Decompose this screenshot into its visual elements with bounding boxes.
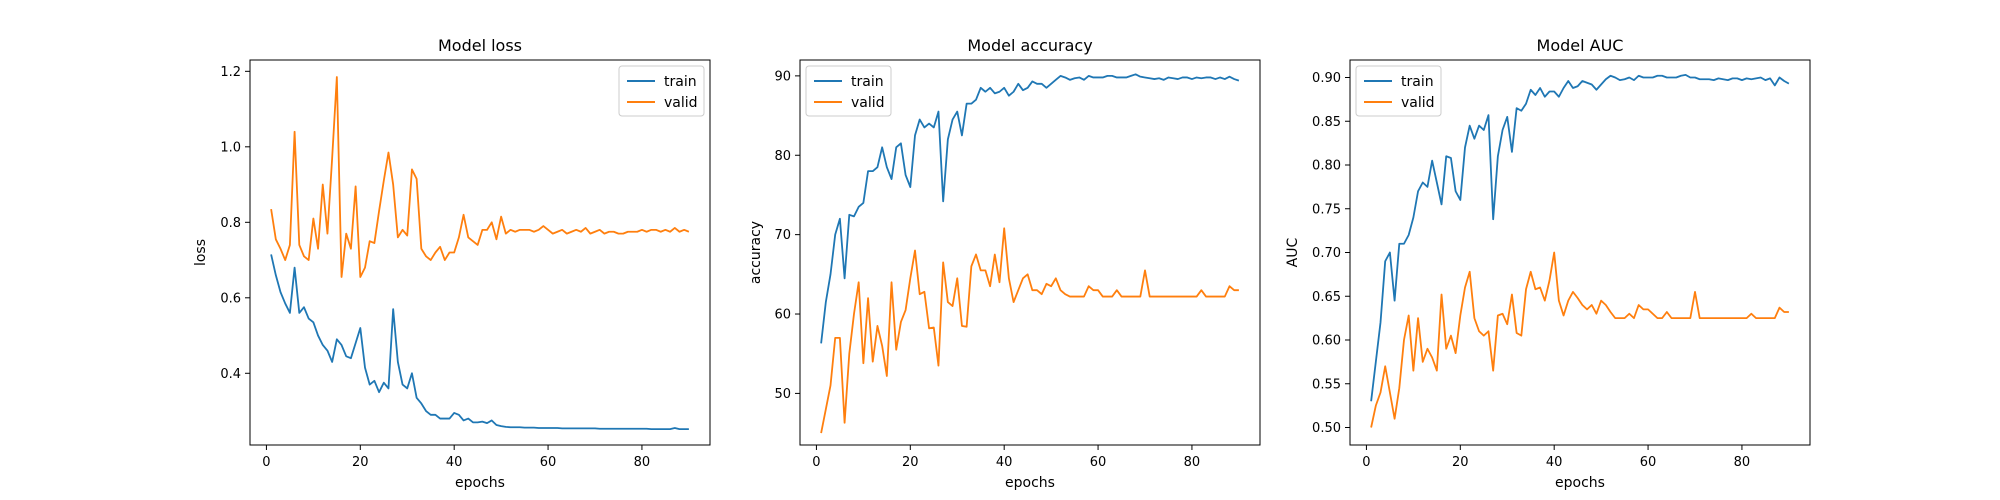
- chart-panel-2: 0 20 40 60 80 50 60 70 80 90 Model accuracy epochs a…: [748, 36, 1261, 491]
- y-tick-label: 0.70: [1312, 246, 1341, 261]
- legend-label-train: train: [851, 74, 884, 90]
- x-axis-label: epochs: [455, 475, 505, 491]
- x-tick-label: 20: [902, 455, 919, 470]
- legend-label-valid: valid: [664, 95, 698, 111]
- legend-box: [1355, 65, 1442, 117]
- chart-title: Model loss: [438, 36, 522, 55]
- x-tick-label: 40: [1546, 455, 1563, 470]
- legend-label-valid: valid: [1401, 95, 1435, 111]
- y-tick-label: 50: [774, 387, 791, 402]
- chart-panel-1: 0 20 40 60 80 0.4 0.6 0.8 1.0 1.2 Model loss epochs…: [193, 36, 711, 491]
- x-tick-label: 80: [1734, 455, 1751, 470]
- series-line-valid: [270, 76, 690, 278]
- y-tick-label: 1.2: [220, 65, 241, 80]
- y-tick-label: 60: [774, 308, 791, 323]
- y-tick-label: 80: [774, 149, 791, 164]
- y-tick-label: 0.90: [1312, 71, 1341, 86]
- y-tick-label: 0.4: [220, 367, 241, 382]
- axes-frame: [799, 59, 1261, 446]
- x-tick-label: 80: [1184, 455, 1201, 470]
- y-tick-label: 0.55: [1312, 377, 1341, 392]
- x-tick-label: 20: [1452, 455, 1469, 470]
- x-tick-label: 60: [1090, 455, 1107, 470]
- legend-label-train: train: [664, 74, 697, 90]
- x-axis-label: epochs: [1005, 475, 1055, 491]
- y-axis-label: accuracy: [748, 221, 764, 284]
- x-tick-label: 40: [996, 455, 1013, 470]
- series-line-train: [1370, 73, 1790, 402]
- axes-frame: [249, 59, 711, 446]
- series-line-train: [820, 73, 1240, 344]
- y-tick-label: 0.60: [1312, 334, 1341, 349]
- x-tick-label: 0: [812, 455, 820, 470]
- y-axis-label: AUC: [1285, 237, 1301, 267]
- y-tick-label: 0.8: [220, 216, 241, 231]
- y-tick-label: 0.75: [1312, 202, 1341, 217]
- y-tick-label: 0.80: [1312, 159, 1341, 174]
- x-tick-label: 0: [262, 455, 270, 470]
- axes-frame: [1349, 59, 1811, 446]
- x-tick-label: 60: [1640, 455, 1657, 470]
- series-line-valid: [1370, 251, 1789, 428]
- legend-box: [805, 65, 892, 117]
- x-tick-label: 40: [446, 455, 463, 470]
- legend-label-valid: valid: [851, 95, 885, 111]
- x-tick-label: 20: [352, 455, 369, 470]
- chart-title: Model AUC: [1537, 36, 1624, 55]
- x-tick-label: 60: [540, 455, 557, 470]
- y-axis-label: loss: [193, 239, 209, 266]
- x-tick-label: 80: [634, 455, 651, 470]
- x-axis-label: epochs: [1555, 475, 1605, 491]
- y-tick-label: 0.6: [220, 291, 241, 306]
- chart-title: Model accuracy: [967, 36, 1092, 55]
- legend-label-train: train: [1401, 74, 1434, 90]
- legend: train valid: [618, 65, 705, 117]
- y-tick-label: 90: [774, 69, 791, 84]
- chart-panel-3: 0 20 40 60 80 0.50 0.55 0.60 0.65 0.70 0.75 0.80 0.8…: [1285, 36, 1811, 491]
- legend: train valid: [1355, 65, 1442, 117]
- y-tick-label: 0.65: [1312, 290, 1341, 305]
- legend-box: [618, 65, 705, 117]
- x-tick-label: 0: [1362, 455, 1370, 470]
- series-line-valid: [820, 227, 1239, 434]
- series-line-train: [270, 254, 689, 431]
- y-tick-label: 1.0: [220, 140, 241, 155]
- y-tick-label: 70: [774, 228, 791, 243]
- legend: train valid: [805, 65, 892, 117]
- y-tick-label: 0.85: [1312, 115, 1341, 130]
- y-tick-label: 0.50: [1312, 421, 1341, 436]
